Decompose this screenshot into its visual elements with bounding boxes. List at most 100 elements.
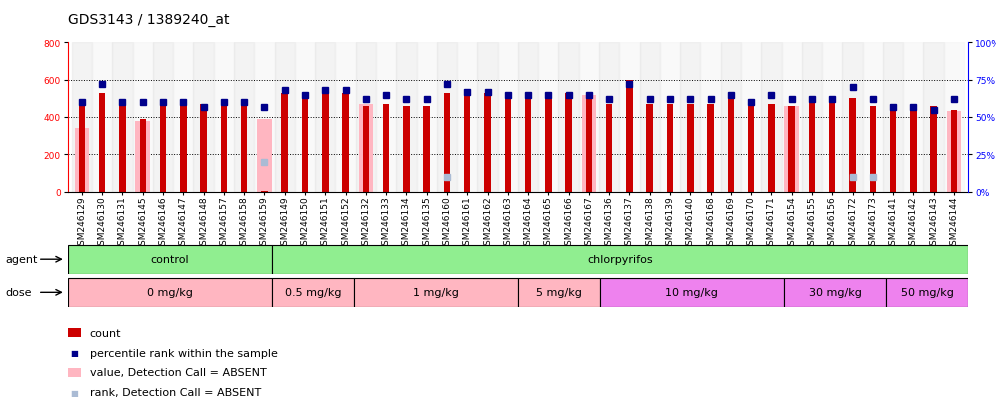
Bar bbox=[660, 43, 680, 192]
Bar bbox=[139, 120, 146, 192]
Text: percentile rank within the sample: percentile rank within the sample bbox=[90, 348, 278, 358]
Bar bbox=[375, 43, 396, 192]
FancyBboxPatch shape bbox=[68, 278, 272, 307]
Bar bbox=[700, 43, 721, 192]
FancyBboxPatch shape bbox=[600, 278, 784, 307]
Text: 30 mg/kg: 30 mg/kg bbox=[809, 287, 862, 298]
Bar bbox=[586, 93, 593, 192]
Bar bbox=[159, 103, 166, 192]
Bar bbox=[802, 43, 822, 192]
Bar bbox=[464, 92, 470, 192]
Bar bbox=[599, 43, 620, 192]
Bar bbox=[302, 93, 308, 192]
Bar bbox=[234, 43, 254, 192]
Bar bbox=[687, 104, 693, 192]
Bar bbox=[423, 107, 430, 192]
FancyBboxPatch shape bbox=[272, 245, 968, 274]
Bar bbox=[322, 93, 329, 192]
Text: dose: dose bbox=[5, 287, 32, 298]
FancyBboxPatch shape bbox=[272, 278, 355, 307]
Bar bbox=[829, 99, 836, 192]
Text: value, Detection Call = ABSENT: value, Detection Call = ABSENT bbox=[90, 368, 266, 377]
Bar bbox=[761, 43, 782, 192]
Bar bbox=[241, 103, 247, 192]
Bar bbox=[863, 43, 882, 192]
Text: 5 mg/kg: 5 mg/kg bbox=[536, 287, 582, 298]
Text: 10 mg/kg: 10 mg/kg bbox=[665, 287, 718, 298]
Bar bbox=[768, 104, 775, 192]
Bar bbox=[336, 43, 356, 192]
Bar bbox=[79, 104, 86, 192]
Text: 50 mg/kg: 50 mg/kg bbox=[900, 287, 953, 298]
Bar bbox=[120, 104, 125, 192]
Bar bbox=[356, 43, 375, 192]
Bar bbox=[359, 104, 374, 192]
Bar bbox=[363, 107, 370, 192]
Text: count: count bbox=[90, 328, 122, 338]
Bar bbox=[707, 104, 714, 192]
Text: control: control bbox=[150, 254, 189, 265]
Bar bbox=[457, 43, 477, 192]
Bar bbox=[221, 107, 227, 192]
FancyBboxPatch shape bbox=[886, 278, 968, 307]
Bar bbox=[748, 107, 754, 192]
Text: 0.5 mg/kg: 0.5 mg/kg bbox=[285, 287, 342, 298]
Bar bbox=[92, 43, 113, 192]
Bar bbox=[343, 93, 349, 192]
Bar bbox=[525, 93, 531, 192]
Bar bbox=[484, 93, 491, 192]
Bar bbox=[889, 104, 896, 192]
Bar bbox=[72, 43, 92, 192]
Bar bbox=[721, 43, 741, 192]
Bar bbox=[538, 43, 559, 192]
Bar bbox=[295, 43, 315, 192]
Bar bbox=[477, 43, 498, 192]
Bar bbox=[153, 43, 173, 192]
Bar bbox=[193, 43, 214, 192]
Bar bbox=[498, 43, 518, 192]
Bar bbox=[214, 43, 234, 192]
Bar bbox=[99, 93, 106, 192]
Bar bbox=[282, 93, 288, 192]
Bar bbox=[882, 43, 903, 192]
Bar bbox=[443, 93, 450, 192]
Bar bbox=[254, 43, 275, 192]
Text: 1 mg/kg: 1 mg/kg bbox=[413, 287, 459, 298]
Bar bbox=[946, 112, 961, 192]
Text: rank, Detection Call = ABSENT: rank, Detection Call = ABSENT bbox=[90, 387, 261, 397]
Bar bbox=[582, 95, 597, 192]
Bar bbox=[518, 43, 538, 192]
Bar bbox=[416, 43, 437, 192]
Bar bbox=[606, 104, 613, 192]
Bar bbox=[782, 43, 802, 192]
Bar bbox=[843, 43, 863, 192]
Bar bbox=[180, 103, 186, 192]
Bar bbox=[620, 43, 639, 192]
Bar bbox=[437, 43, 457, 192]
Bar bbox=[930, 107, 937, 192]
Text: ■: ■ bbox=[70, 388, 78, 397]
Bar bbox=[646, 104, 653, 192]
Bar bbox=[135, 121, 150, 192]
Bar bbox=[789, 107, 795, 192]
Bar bbox=[566, 93, 572, 192]
Bar bbox=[809, 99, 815, 192]
Bar bbox=[728, 99, 734, 192]
Text: agent: agent bbox=[5, 254, 38, 265]
Bar bbox=[257, 120, 272, 192]
Bar bbox=[200, 104, 207, 192]
Bar bbox=[505, 93, 511, 192]
Bar bbox=[903, 43, 923, 192]
Bar bbox=[559, 43, 579, 192]
Bar bbox=[850, 99, 856, 192]
Bar bbox=[396, 43, 416, 192]
Bar bbox=[132, 43, 153, 192]
Bar bbox=[741, 43, 761, 192]
FancyBboxPatch shape bbox=[518, 278, 600, 307]
Bar bbox=[579, 43, 599, 192]
FancyBboxPatch shape bbox=[784, 278, 886, 307]
Bar bbox=[75, 129, 90, 192]
Bar bbox=[910, 107, 916, 192]
Bar bbox=[666, 104, 673, 192]
Text: GDS3143 / 1389240_at: GDS3143 / 1389240_at bbox=[68, 13, 229, 27]
